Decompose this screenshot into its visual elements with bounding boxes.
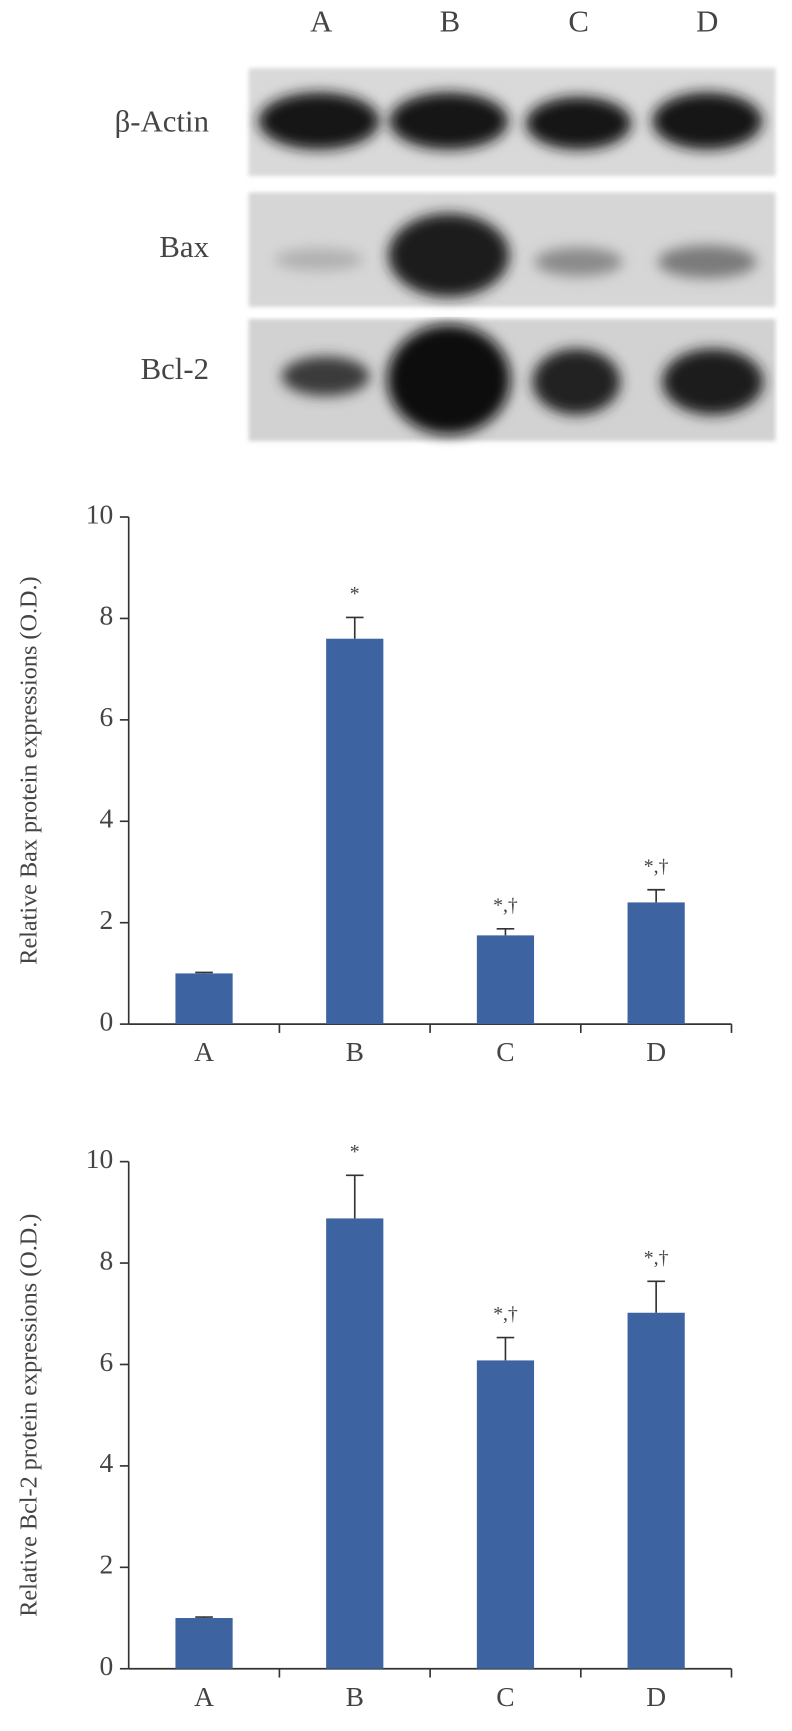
row-label: β-Actin [115, 104, 209, 138]
y-tick-label: 6 [100, 1346, 114, 1377]
error-bar [195, 971, 213, 974]
bar [175, 1618, 233, 1669]
x-tick-label: C [496, 1681, 514, 1712]
western-blot: A B C D β-Actin Bax Bcl-2 [115, 4, 776, 442]
lane-label: A [310, 4, 333, 38]
error-bar [345, 616, 364, 639]
x-tick-label: A [194, 1681, 214, 1712]
bar [476, 935, 535, 1025]
error-bar [496, 1336, 515, 1361]
y-tick-label: 8 [100, 1244, 114, 1275]
bands [258, 92, 764, 435]
bar [627, 902, 685, 1025]
significance-label: *,† [644, 1247, 669, 1269]
y-tick-label: 8 [100, 600, 114, 631]
x-tick-label: D [646, 1681, 666, 1712]
error-bar [496, 927, 515, 936]
y-tick-label: 6 [100, 701, 114, 732]
blot-gap [248, 311, 776, 317]
y-tick-label: 10 [86, 498, 113, 529]
y-axis-label: Relative Bax protein expressions (O.D.) [15, 576, 42, 964]
error-bar [345, 1174, 364, 1219]
row-label: Bcl-2 [141, 352, 209, 386]
x-tick-label: D [646, 1036, 666, 1067]
significance-label: *,† [493, 1303, 518, 1325]
significance-label: * [350, 583, 360, 605]
bar [175, 973, 233, 1025]
significance-label: *,† [644, 855, 669, 877]
x-tick-label: B [346, 1681, 364, 1712]
lane-label: C [568, 4, 589, 38]
error-bar [647, 888, 665, 903]
significance-label: *,† [493, 894, 518, 916]
bar [326, 1218, 384, 1669]
y-axis-label: Relative Bcl-2 protein expressions (O.D.… [15, 1214, 42, 1617]
x-tick-label: A [194, 1036, 214, 1067]
row-label: Bax [159, 230, 209, 264]
y-tick-label: 10 [86, 1143, 113, 1174]
error-bar [195, 1616, 213, 1619]
bar [627, 1312, 685, 1669]
y-tick-label: 0 [100, 1005, 114, 1036]
lane-label: B [440, 4, 461, 38]
x-tick-label: B [346, 1036, 364, 1067]
y-tick-label: 4 [100, 803, 114, 834]
lane-label: D [696, 4, 718, 38]
bar [326, 638, 384, 1025]
y-tick-label: 2 [100, 1549, 114, 1580]
y-tick-label: 2 [100, 904, 114, 935]
significance-label: * [350, 1141, 360, 1163]
bar [476, 1360, 535, 1669]
y-tick-label: 0 [100, 1650, 114, 1681]
x-tick-label: C [496, 1036, 514, 1067]
y-tick-label: 4 [100, 1447, 114, 1478]
error-bar [647, 1280, 665, 1313]
